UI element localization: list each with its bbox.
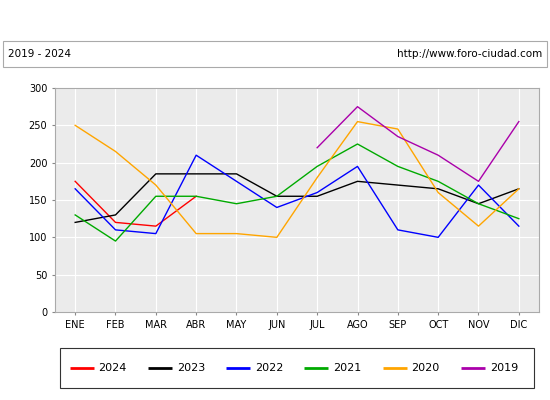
Text: 2020: 2020 <box>411 363 440 373</box>
Text: http://www.foro-ciudad.com: http://www.foro-ciudad.com <box>397 49 542 59</box>
Text: 2021: 2021 <box>333 363 361 373</box>
Bar <box>60 348 534 388</box>
Text: 2023: 2023 <box>177 363 205 373</box>
Text: 2022: 2022 <box>255 363 283 373</box>
Text: 2024: 2024 <box>98 363 127 373</box>
Text: Evolucion Nº Turistas Extranjeros en el municipio de Guissona: Evolucion Nº Turistas Extranjeros en el … <box>69 14 481 26</box>
Text: 2019 - 2024: 2019 - 2024 <box>8 49 72 59</box>
Text: 2019: 2019 <box>490 363 518 373</box>
